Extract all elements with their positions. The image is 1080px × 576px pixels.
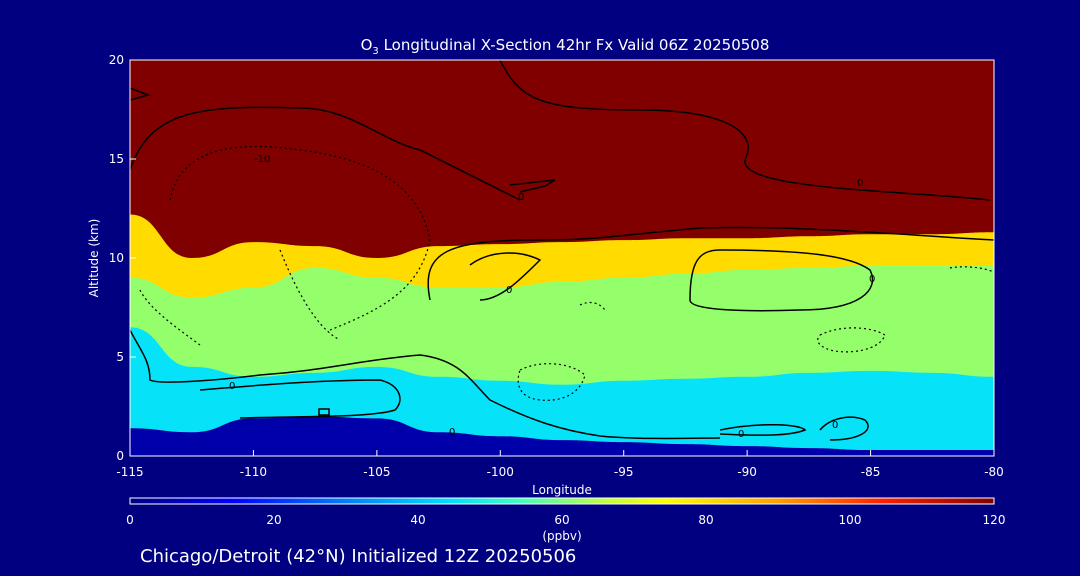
contour-label: 0: [738, 429, 744, 440]
y-tick-label: 5: [116, 350, 124, 364]
y-tick-label: 10: [109, 251, 124, 265]
colorbar-tick-label: 40: [410, 513, 425, 527]
x-tick-label: -95: [614, 465, 634, 479]
colorbar-tick-label: 120: [983, 513, 1006, 527]
x-tick-label: -105: [363, 465, 390, 479]
dotted-contour-line: [517, 363, 586, 401]
dotted-contour-line: [169, 145, 431, 331]
footer-caption: Chicago/Detroit (42°N) Initialized 12Z 2…: [140, 546, 576, 567]
colorbar-tick-label: 100: [839, 513, 862, 527]
contour-label: 0: [857, 178, 863, 189]
x-tick-label: -85: [861, 465, 881, 479]
contour-line: [318, 408, 330, 416]
colorbar-tick-label: 20: [266, 513, 281, 527]
contour-label: 0: [518, 192, 524, 203]
x-tick-label: -115: [116, 465, 143, 479]
y-axis-label: Altitude (km): [87, 219, 101, 298]
y-tick-label: 15: [109, 152, 124, 166]
contour-labels: -10 0 0 0 0 0 0 0 0: [229, 154, 875, 440]
dotted-contour-line: [579, 301, 606, 311]
contour-label: 0: [832, 420, 838, 431]
contour-label: -10: [254, 154, 270, 165]
x-axis: -115 -110 -105 -100 -95 -90 -85 -80: [116, 450, 1004, 479]
contour-label: 0: [869, 274, 875, 285]
colorbar-tick-label: 60: [554, 513, 569, 527]
colorbar: [129, 497, 995, 505]
contour-line: [819, 416, 869, 441]
colorbar-ticks: 0 20 40 60 80 100 120: [126, 513, 1005, 527]
contour-line: [719, 424, 807, 436]
x-tick-label: -90: [737, 465, 757, 479]
y-axis: 0 5 10 15 20: [109, 53, 136, 463]
y-tick-label: 0: [116, 449, 124, 463]
contour-label: 0: [449, 427, 455, 438]
contour-line: [699, 226, 994, 241]
dotted-contour-line: [279, 249, 341, 341]
colorbar-tick-label: 80: [698, 513, 713, 527]
y-tick-label: 20: [109, 53, 124, 67]
contour-line: [499, 60, 991, 201]
contour-line: [427, 227, 701, 301]
contour-lines: [130, 60, 994, 441]
contour-line: [509, 179, 556, 193]
layer-surface: [130, 416, 994, 456]
contour-label: 0: [229, 381, 235, 392]
x-tick-label: -80: [984, 465, 1004, 479]
contour-line: [130, 87, 151, 101]
contour-line: [199, 379, 401, 419]
colorbar-label: (ppbv): [542, 529, 581, 543]
contour-line: [130, 106, 521, 201]
dotted-contour-line: [949, 266, 994, 273]
dotted-contour-line: [817, 327, 886, 353]
x-axis-label: Longitude: [532, 483, 592, 497]
concentration-layers: [130, 214, 994, 456]
chart-title: O3 Longitudinal X-Section 42hr Fx Valid …: [361, 36, 770, 57]
plot-area: -10 0 0 0 0 0 0 0 0: [130, 60, 994, 456]
x-tick-label: -100: [487, 465, 514, 479]
contour-line: [130, 329, 721, 440]
contour-label: 0: [506, 285, 512, 296]
x-tick-label: -110: [240, 465, 267, 479]
contour-line: [689, 249, 874, 312]
dotted-contour-lines: [139, 145, 994, 401]
contour-line: [469, 252, 542, 301]
colorbar-tick-label: 0: [126, 513, 134, 527]
